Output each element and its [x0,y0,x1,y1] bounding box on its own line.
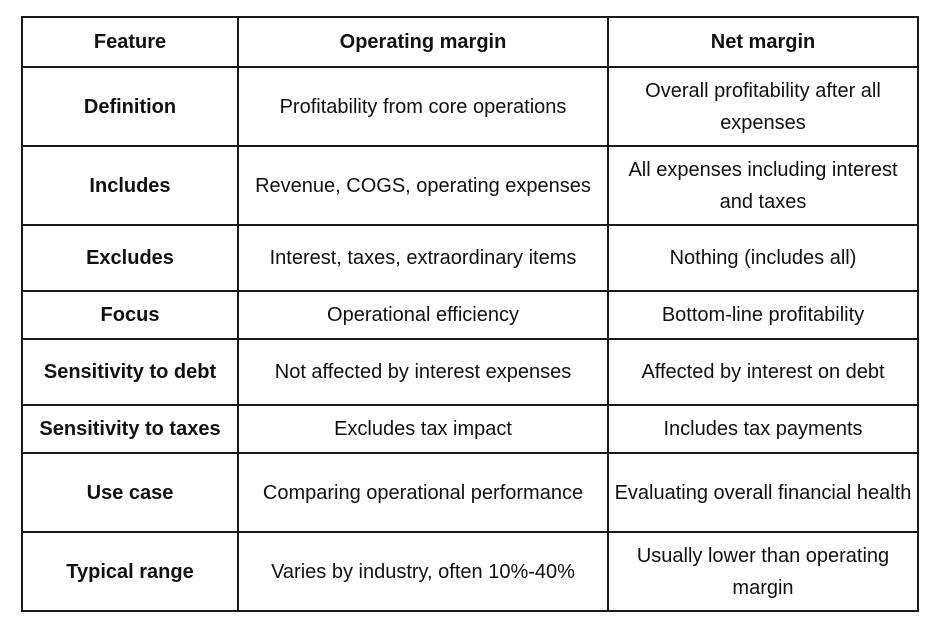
net-cell: Nothing (includes all) [607,224,919,292]
comparison-table: Feature Operating margin Net margin Defi… [21,16,919,612]
header-operating-margin: Operating margin [237,16,609,68]
operating-cell: Profitability from core operations [237,66,609,147]
net-cell: Bottom-line profitability [607,290,919,340]
operating-cell: Interest, taxes, extraordinary items [237,224,609,292]
table-row: Excludes Interest, taxes, extraordinary … [21,224,919,292]
feature-cell: Typical range [21,531,239,612]
operating-cell: Operational efficiency [237,290,609,340]
table-row: Sensitivity to debt Not affected by inte… [21,338,919,406]
header-feature: Feature [21,16,239,68]
table-row: Typical range Varies by industry, often … [21,531,919,612]
operating-cell: Varies by industry, often 10%-40% [237,531,609,612]
table-row: Includes Revenue, COGS, operating expens… [21,145,919,226]
table-row: Sensitivity to taxes Excludes tax impact… [21,404,919,454]
feature-cell: Focus [21,290,239,340]
net-cell: All expenses including interest and taxe… [607,145,919,226]
feature-cell: Sensitivity to taxes [21,404,239,454]
operating-cell: Excludes tax impact [237,404,609,454]
header-row: Feature Operating margin Net margin [21,16,919,68]
net-cell: Usually lower than operating margin [607,531,919,612]
operating-cell: Not affected by interest expenses [237,338,609,406]
feature-cell: Sensitivity to debt [21,338,239,406]
header-net-margin: Net margin [607,16,919,68]
feature-cell: Includes [21,145,239,226]
feature-cell: Definition [21,66,239,147]
table-row: Use case Comparing operational performan… [21,452,919,533]
net-cell: Evaluating overall financial health [607,452,919,533]
feature-cell: Use case [21,452,239,533]
table-row: Definition Profitability from core opera… [21,66,919,147]
operating-cell: Comparing operational performance [237,452,609,533]
operating-cell: Revenue, COGS, operating expenses [237,145,609,226]
net-cell: Includes tax payments [607,404,919,454]
net-cell: Overall profitability after all expenses [607,66,919,147]
feature-cell: Excludes [21,224,239,292]
net-cell: Affected by interest on debt [607,338,919,406]
table-row: Focus Operational efficiency Bottom-line… [21,290,919,340]
